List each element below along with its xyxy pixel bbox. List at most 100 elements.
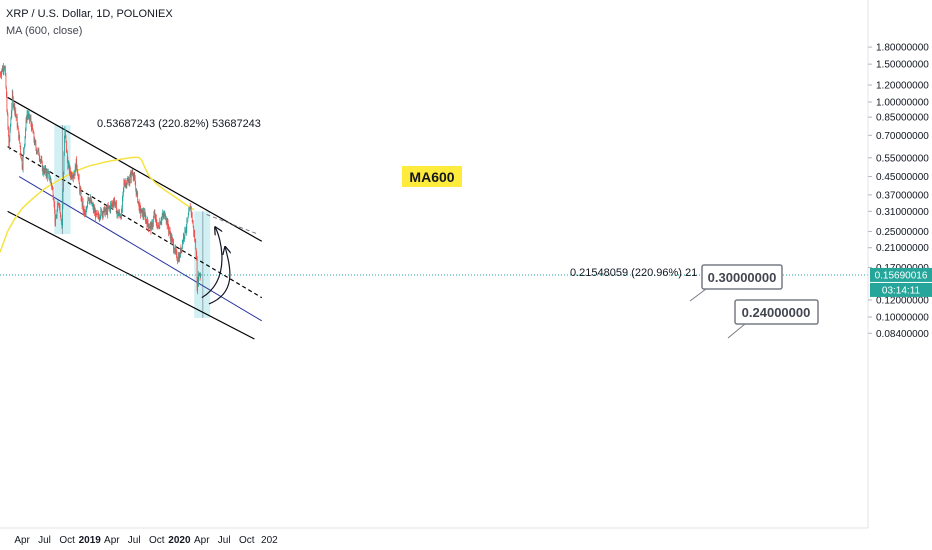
candle-body-179 xyxy=(87,197,89,202)
candle-body-40 xyxy=(19,135,20,143)
candle-body-32 xyxy=(15,111,17,114)
time-tick-9: Jul xyxy=(218,535,231,546)
price-tick-8: 0.37000000 xyxy=(876,190,929,201)
candle-body-384 xyxy=(188,211,190,216)
candle-body-305 xyxy=(149,224,151,228)
candle-body-116 xyxy=(56,211,58,218)
candle-body-111 xyxy=(54,205,55,210)
candle-body-214 xyxy=(104,210,106,216)
time-axis[interactable]: Apr Jul Oct 2019 Apr Jul Oct 2020 Apr Jul Oct 202 xyxy=(0,527,868,550)
candle-body-138 xyxy=(67,160,69,169)
candle-body-46 xyxy=(22,167,23,169)
candle-body-308 xyxy=(151,223,152,231)
candle-body-285 xyxy=(139,204,141,208)
candle-body-389 xyxy=(190,206,192,214)
candle-body-124 xyxy=(60,216,62,221)
candle-body-318 xyxy=(156,218,157,224)
candle-body-328 xyxy=(160,220,162,223)
candle-body-397 xyxy=(194,240,196,242)
candle-body-356 xyxy=(174,247,176,253)
candle-body-205 xyxy=(100,209,102,217)
candle-body-241 xyxy=(118,214,119,217)
measure-box-2020[interactable] xyxy=(194,211,211,318)
candle-body-67 xyxy=(32,129,34,134)
candle-body-386 xyxy=(189,207,191,210)
candle-body-331 xyxy=(162,213,164,217)
projection-arrow-2 xyxy=(208,247,230,305)
candle-body-198 xyxy=(97,214,98,215)
candle-body-167 xyxy=(81,197,83,205)
price-tick-14: 0.10000000 xyxy=(876,313,929,324)
candle-body-364 xyxy=(178,256,180,262)
candle-body-232 xyxy=(113,199,115,202)
candle-body-279 xyxy=(136,191,138,193)
candle-body-350 xyxy=(171,238,173,242)
candle-body-346 xyxy=(169,230,171,235)
time-tick-1: Jul xyxy=(38,535,51,546)
price-tick-2: 1.20000000 xyxy=(876,80,929,91)
candle-body-14 xyxy=(6,95,8,112)
candle-body-300 xyxy=(147,220,148,227)
candle-body-33 xyxy=(15,113,17,118)
candle-body-83 xyxy=(40,160,42,161)
candle-body-272 xyxy=(133,176,135,178)
time-tick-7: 2020 xyxy=(168,535,191,546)
candle-body-382 xyxy=(187,217,189,222)
candle-body-57 xyxy=(27,115,29,117)
time-tick-4: Apr xyxy=(104,535,120,546)
candle-body-22 xyxy=(10,118,12,126)
candle-body-246 xyxy=(120,216,122,219)
candle-body-164 xyxy=(80,189,81,191)
candle-body-394 xyxy=(193,225,194,234)
candle-body-60 xyxy=(29,113,30,120)
price-tick-10: 0.25000000 xyxy=(876,227,929,238)
candle-body-281 xyxy=(137,201,139,203)
candle-body-150 xyxy=(73,175,75,176)
candle-body-122 xyxy=(59,205,61,213)
candle-body-288 xyxy=(141,209,142,213)
channel-lines xyxy=(7,96,263,340)
channel-middle-dashed[interactable] xyxy=(7,146,263,299)
target-2-callout[interactable]: 0.24000000 xyxy=(727,299,819,339)
candle-body-195 xyxy=(95,211,97,218)
candle-body-220 xyxy=(107,206,109,208)
channel-bottom[interactable] xyxy=(7,210,255,340)
candle-body-145 xyxy=(70,173,72,178)
candle-body-80 xyxy=(39,155,40,158)
plot-area[interactable] xyxy=(0,62,868,340)
current-price-value: 0.15690016 xyxy=(875,270,928,281)
candle-body-357 xyxy=(175,247,176,252)
candle-body-81 xyxy=(39,157,41,161)
target-1-label: 0.30000000 xyxy=(708,270,777,285)
candle-body-275 xyxy=(134,179,136,185)
candle-body-366 xyxy=(179,254,181,257)
candle-body-229 xyxy=(112,203,113,205)
candle-body-8 xyxy=(3,68,5,71)
countdown-value: 03:14:11 xyxy=(882,285,921,296)
candle-body-280 xyxy=(137,192,138,203)
target-1-callout[interactable]: 0.30000000 xyxy=(689,264,783,302)
candle-body-348 xyxy=(170,235,172,241)
candle-body-180 xyxy=(88,197,89,199)
candle-body-190 xyxy=(93,205,94,211)
candle-body-45 xyxy=(21,159,23,168)
channel-upper[interactable] xyxy=(7,96,263,242)
candle-body-266 xyxy=(130,174,132,180)
candle-body-303 xyxy=(148,227,150,229)
candle-body-202 xyxy=(99,217,100,219)
candle-body-273 xyxy=(133,175,135,177)
candle-body-398 xyxy=(195,241,196,250)
candle-body-284 xyxy=(139,204,140,211)
candle-body-349 xyxy=(171,235,172,242)
chart-legend: XRP / U.S. Dollar, 1D, POLONIEX MA (600,… xyxy=(6,6,173,40)
candle-body-337 xyxy=(165,218,166,220)
time-tick-3: 2019 xyxy=(79,535,102,546)
candle-body-343 xyxy=(168,227,169,232)
candle-body-7 xyxy=(3,67,4,71)
candle-body-135 xyxy=(66,140,67,151)
candle-body-359 xyxy=(176,251,177,254)
candle-body-93 xyxy=(45,167,47,174)
time-tick-2: Oct xyxy=(59,535,75,546)
candle-body-12 xyxy=(5,74,7,89)
